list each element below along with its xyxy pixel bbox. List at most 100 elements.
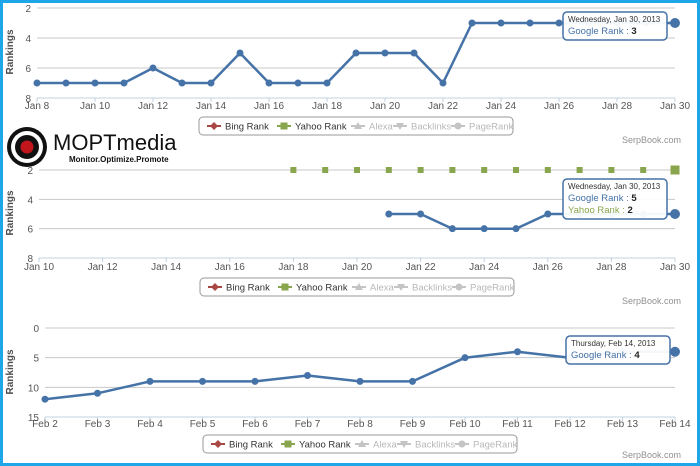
x-tick-label: Jan 18 [312,101,342,112]
x-tick-label: Jan 22 [428,101,458,112]
legend-label: Alexa [370,283,394,294]
x-tick-label: Jan 10 [24,262,54,273]
data-point-google-rank [448,225,456,233]
x-tick-label: Jan 12 [138,101,168,112]
data-point-google-rank [294,79,302,87]
logo-brand: MOPTmedia [53,130,177,155]
data-point-yahoo-rank [640,167,647,173]
legend-marker [355,283,363,290]
legend-marker [214,440,222,448]
data-point-google-rank [544,210,552,218]
data-point-google-rank [33,79,41,87]
x-tick-label: Jan 10 [80,101,110,112]
legend-label: PageRank [469,122,514,133]
moptmedia-logo: MOPTmedia Monitor.Optimize.Promote [7,127,177,167]
data-point-google-rank [356,377,364,385]
data-point-google-rank [514,348,521,356]
legend-marker [455,283,463,291]
data-point-yahoo-rank [417,167,424,173]
data-point-yahoo-rank [481,167,488,173]
legend-label: Alexa [369,122,393,133]
x-tick-label: Feb 3 [85,419,111,430]
tooltip: Thursday, Feb 14, 2013 Google Rank : 4 [565,335,671,365]
x-tick-label: Feb 2 [32,419,58,430]
x-tick-label: Jan 20 [370,101,400,112]
data-point-yahoo-rank [608,167,615,173]
x-tick-label: Jan 26 [533,262,563,273]
tooltip-box [565,335,671,365]
legend-marker [280,122,288,130]
data-point-google-rank [555,19,563,27]
y-tick-label: 15 [28,413,40,424]
x-tick-label: Jan 30 [660,262,690,273]
tooltip-date: Wednesday, Jan 30, 2013 [568,15,661,24]
data-point-google-rank [526,19,534,27]
data-point-google-rank [304,371,311,379]
data-point-google-rank [670,346,680,357]
data-point-google-rank [146,377,154,385]
legend-marker [458,440,466,448]
x-tick-label: Feb 14 [659,419,691,430]
legend-label: Bing Rank [225,122,269,133]
legend-marker [397,284,405,291]
data-point-google-rank [410,49,418,57]
data-point-google-rank [265,79,273,87]
credit-text: SerpBook.com [622,450,681,460]
x-tick-label: Feb 12 [554,419,586,430]
y-tick-label: 8 [25,94,31,105]
x-tick-label: Jan 26 [544,101,574,112]
x-tick-label: Jan 16 [254,101,284,112]
y-axis-title: Rankings [5,349,16,394]
legend-marker [396,123,404,130]
data-point-google-rank [236,49,244,57]
x-tick-label: Jan 12 [88,262,118,273]
x-tick-label: Jan 24 [486,101,516,112]
data-point-google-rank [352,49,360,57]
legend-label: Bing Rank [229,440,273,451]
data-point-google-rank [207,79,215,87]
x-tick-label: Jan 14 [196,101,226,112]
legend-marker [284,440,292,448]
data-point-yahoo-rank [544,167,551,173]
legend-label: Yahoo Rank [299,440,351,451]
tooltip: Wednesday, Jan 30, 2013 Google Rank : 3 [562,11,668,41]
data-point-google-rank [385,210,393,218]
x-tick-label: Jan 20 [342,262,372,273]
legend: Bing Rank Yahoo Rank Alexa Backlinks PageRan… [198,116,514,136]
tooltip-row-value: 4 [634,350,640,361]
legend-marker [358,440,366,447]
x-tick-label: Feb 4 [137,419,163,430]
y-axis-title: Rankings [5,29,16,74]
data-point-google-rank [251,377,259,385]
legend-label: Bing Rank [226,283,270,294]
y-tick-label: 6 [27,225,33,236]
data-point-yahoo-rank [354,167,360,173]
legend-label: Yahoo Rank [296,283,348,294]
data-point-google-rank [512,225,520,233]
legend-marker [354,122,362,129]
legend-marker [210,122,218,130]
x-tick-label: Jan 16 [215,262,245,273]
x-tick-label: Feb 5 [190,419,216,430]
x-tick-label: Feb 11 [502,419,533,430]
y-tick-label: 5 [33,354,39,365]
data-point-yahoo-rank [290,167,297,173]
y-tick-label: 6 [25,64,31,75]
tooltip-row-label: Google Rank : 3 [568,26,637,37]
data-point-google-rank [62,79,70,87]
legend: Bing Rank Yahoo Rank Alexa Backlinks PageRan… [202,434,518,454]
x-tick-label: Feb 10 [449,419,481,430]
data-point-google-rank [199,377,206,385]
legend: Bing Rank Yahoo Rank Alexa Backlinks PageRan… [199,277,515,297]
tooltip-row-value: 5 [631,193,637,204]
tooltip-row-label: Google Rank : 5 [568,193,637,204]
data-point-google-rank [120,79,128,87]
y-tick-label: 2 [25,4,31,15]
data-point-yahoo-rank [576,167,583,173]
data-point-yahoo-rank [322,167,329,173]
tooltip-date: Thursday, Feb 14, 2013 [571,339,656,348]
data-point-google-rank [480,225,488,233]
x-tick-label: Jan 24 [469,262,499,273]
